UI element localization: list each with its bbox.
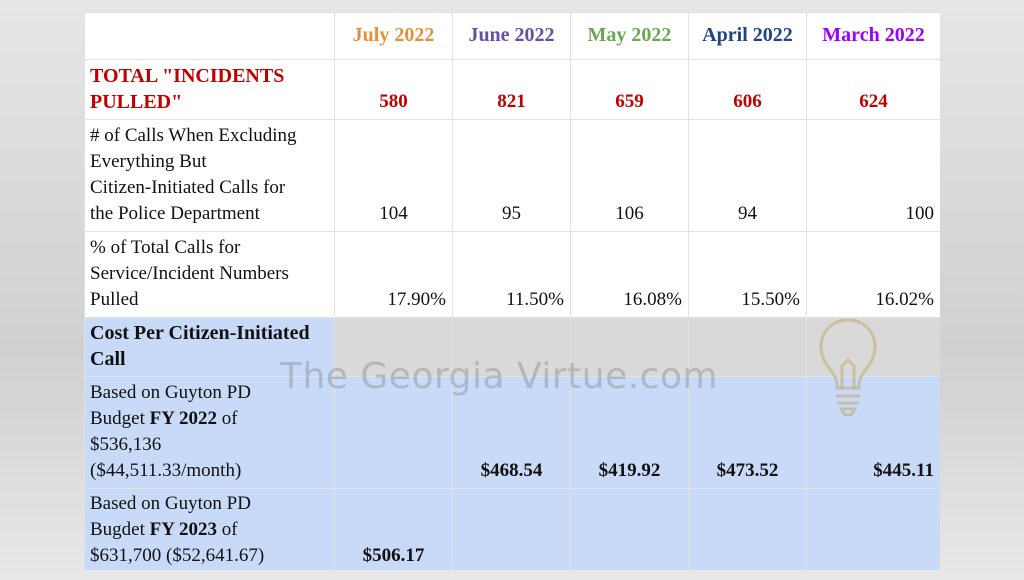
- fy2022-july: [334, 376, 453, 489]
- fy2023-label: Based on Guyton PD Bugdet FY 2023 of $63…: [84, 488, 335, 570]
- fy2023-march: [806, 488, 940, 570]
- total-march: 624: [806, 59, 940, 120]
- fy2023-row: Based on Guyton PD Bugdet FY 2023 of $63…: [84, 488, 940, 570]
- calls-label-line3: Citizen-Initiated Calls for: [90, 177, 286, 198]
- calls-july: 104: [334, 119, 453, 232]
- calls-label-line2: Everything But: [90, 151, 207, 172]
- header-corner: [84, 12, 335, 60]
- fy2023-label-of: of: [217, 519, 238, 540]
- col-header-march: March 2022: [806, 12, 940, 60]
- total-label-line1: TOTAL "INCIDENTS: [90, 65, 285, 87]
- cost-header-june: [452, 317, 571, 377]
- calls-label-line4: the Police Department: [90, 203, 260, 224]
- fy2023-label-line1: Based on Guyton PD: [90, 493, 251, 514]
- fy2022-label-line1: Based on Guyton PD: [90, 382, 251, 403]
- percent-march: 16.02%: [806, 231, 940, 318]
- header-row: July 2022 June 2022 May 2022 April 2022 …: [84, 12, 940, 60]
- percent-row: % of Total Calls for Service/Incident Nu…: [84, 231, 940, 318]
- fy2023-label-year: FY 2023: [149, 519, 218, 540]
- cost-header-march: [806, 317, 940, 377]
- col-header-july: July 2022: [334, 12, 453, 60]
- total-incidents-row: TOTAL "INCIDENTS PULLED" 580 821 659 606…: [84, 59, 940, 120]
- calls-cost-table: July 2022 June 2022 May 2022 April 2022 …: [84, 12, 940, 570]
- fy2022-june: $468.54: [452, 376, 571, 489]
- col-header-april: April 2022: [688, 12, 807, 60]
- fy2022-label-of: of: [217, 408, 238, 429]
- spreadsheet: July 2022 June 2022 May 2022 April 2022 …: [84, 12, 940, 570]
- fy2022-march: $445.11: [806, 376, 940, 489]
- fy2022-label-year: FY 2022: [149, 408, 218, 429]
- percent-april: 15.50%: [688, 231, 807, 318]
- total-april: 606: [688, 59, 807, 120]
- total-june: 821: [452, 59, 571, 120]
- fy2022-label-monthly: ($44,511.33/month): [90, 460, 242, 481]
- fy2022-may: $419.92: [570, 376, 689, 489]
- percent-label-line1: % of Total Calls for: [90, 237, 241, 258]
- fy2023-june: [452, 488, 571, 570]
- fy2023-july: $506.17: [334, 488, 453, 570]
- fy2023-label-amount: $631,700 ($52,641.67): [90, 545, 265, 566]
- cost-header-april: [688, 317, 807, 377]
- percent-label: % of Total Calls for Service/Incident Nu…: [84, 231, 335, 318]
- citizen-calls-label: # of Calls When Excluding Everything But…: [84, 119, 335, 232]
- calls-april: 94: [688, 119, 807, 232]
- cost-header-may: [570, 317, 689, 377]
- fy2022-label: Based on Guyton PD Budget FY 2022 of $53…: [84, 376, 335, 489]
- calls-label-line1: # of Calls When Excluding: [90, 125, 297, 146]
- fy2023-label-budget: Bugdet: [90, 519, 150, 540]
- fy2023-may: [570, 488, 689, 570]
- fy2022-label-budget: Budget: [90, 408, 150, 429]
- total-incidents-label: TOTAL "INCIDENTS PULLED": [84, 59, 335, 120]
- total-july: 580: [334, 59, 453, 120]
- percent-may: 16.08%: [570, 231, 689, 318]
- cost-header-july: [334, 317, 453, 377]
- percent-june: 11.50%: [452, 231, 571, 318]
- total-may: 659: [570, 59, 689, 120]
- calls-may: 106: [570, 119, 689, 232]
- cost-label-line1: Cost Per Citizen-Initiated: [90, 322, 310, 344]
- percent-july: 17.90%: [334, 231, 453, 318]
- fy2022-label-amount: $536,136: [90, 434, 162, 455]
- calls-march: 100: [806, 119, 940, 232]
- col-header-june: June 2022: [452, 12, 571, 60]
- fy2022-row: Based on Guyton PD Budget FY 2022 of $53…: [84, 376, 940, 489]
- percent-label-line2: Service/Incident Numbers: [90, 263, 289, 284]
- total-label-line2: PULLED": [90, 91, 183, 113]
- calls-june: 95: [452, 119, 571, 232]
- col-header-may: May 2022: [570, 12, 689, 60]
- citizen-calls-row: # of Calls When Excluding Everything But…: [84, 119, 940, 232]
- fy2022-april: $473.52: [688, 376, 807, 489]
- cost-label-line2: Call: [90, 348, 126, 370]
- cost-header-row: Cost Per Citizen-Initiated Call: [84, 317, 940, 377]
- fy2023-april: [688, 488, 807, 570]
- cost-header-label: Cost Per Citizen-Initiated Call: [84, 317, 335, 377]
- percent-label-line3: Pulled: [90, 289, 139, 310]
